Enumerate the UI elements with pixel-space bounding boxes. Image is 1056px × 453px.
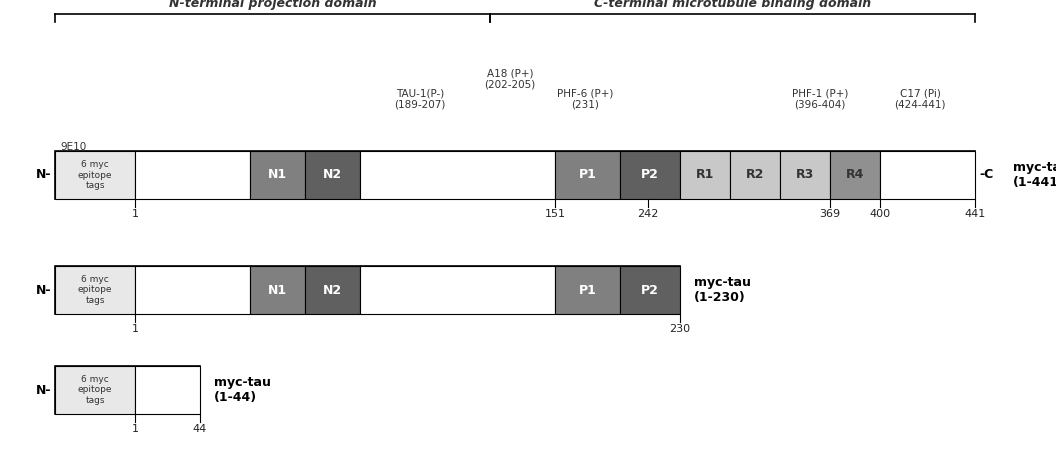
- Text: P2: P2: [641, 284, 659, 297]
- Text: C-terminal microtubule binding domain: C-terminal microtubule binding domain: [593, 0, 871, 10]
- Bar: [305, 151, 360, 199]
- Text: N1: N1: [268, 169, 287, 182]
- Bar: [730, 151, 780, 199]
- Text: N-: N-: [36, 284, 51, 297]
- Bar: [620, 151, 680, 199]
- Bar: [360, 266, 555, 314]
- Text: 44: 44: [193, 424, 207, 434]
- Text: P1: P1: [579, 284, 597, 297]
- Text: N-: N-: [36, 169, 51, 182]
- Text: 6 myc
epitope
tags: 6 myc epitope tags: [78, 375, 112, 405]
- Text: 400: 400: [869, 209, 890, 219]
- Text: 230: 230: [670, 324, 691, 334]
- Text: TAU-1(P-)
(189-207): TAU-1(P-) (189-207): [394, 88, 446, 110]
- Text: -C: -C: [979, 169, 994, 182]
- Text: 1: 1: [132, 209, 138, 219]
- Bar: [360, 151, 555, 199]
- Text: C17 (Pi)
(424-441): C17 (Pi) (424-441): [894, 88, 946, 110]
- Text: 6 myc
epitope
tags: 6 myc epitope tags: [78, 275, 112, 305]
- Text: N2: N2: [323, 169, 342, 182]
- Text: PHF-1 (P+)
(396-404): PHF-1 (P+) (396-404): [792, 88, 848, 110]
- Bar: [250, 151, 305, 199]
- Bar: [620, 266, 680, 314]
- Text: R2: R2: [746, 169, 765, 182]
- Bar: [555, 266, 620, 314]
- Bar: [55, 266, 680, 314]
- Text: R4: R4: [846, 169, 864, 182]
- Text: N-: N-: [36, 384, 51, 396]
- Bar: [250, 266, 305, 314]
- Bar: [55, 366, 200, 414]
- Text: A18 (P+)
(202-205): A18 (P+) (202-205): [485, 68, 535, 90]
- Bar: [680, 151, 730, 199]
- Text: 441: 441: [964, 209, 985, 219]
- Bar: [55, 151, 135, 199]
- Text: 6 myc
epitope
tags: 6 myc epitope tags: [78, 160, 112, 190]
- Text: P1: P1: [579, 169, 597, 182]
- Bar: [305, 266, 360, 314]
- Bar: [780, 151, 830, 199]
- Text: R1: R1: [696, 169, 714, 182]
- Bar: [55, 151, 975, 199]
- Bar: [55, 366, 135, 414]
- Bar: [135, 366, 200, 414]
- Bar: [135, 151, 250, 199]
- Text: PHF-6 (P+)
(231): PHF-6 (P+) (231): [557, 88, 614, 110]
- Text: N1: N1: [268, 284, 287, 297]
- Text: R3: R3: [796, 169, 814, 182]
- Bar: [55, 266, 135, 314]
- Text: myc-tau
(1-44): myc-tau (1-44): [214, 376, 271, 404]
- Text: P2: P2: [641, 169, 659, 182]
- Text: 9E10: 9E10: [60, 142, 87, 152]
- Text: myc-tau
(1-230): myc-tau (1-230): [694, 276, 751, 304]
- Text: 242: 242: [638, 209, 659, 219]
- Bar: [830, 151, 880, 199]
- Text: 151: 151: [545, 209, 566, 219]
- Text: myc-tau
(1-441): myc-tau (1-441): [1013, 161, 1056, 189]
- Bar: [555, 151, 620, 199]
- Bar: [880, 151, 975, 199]
- Text: 1: 1: [132, 424, 138, 434]
- Bar: [135, 266, 250, 314]
- Text: 1: 1: [132, 324, 138, 334]
- Text: N2: N2: [323, 284, 342, 297]
- Text: 369: 369: [819, 209, 841, 219]
- Text: N-terminal projection domain: N-terminal projection domain: [169, 0, 376, 10]
